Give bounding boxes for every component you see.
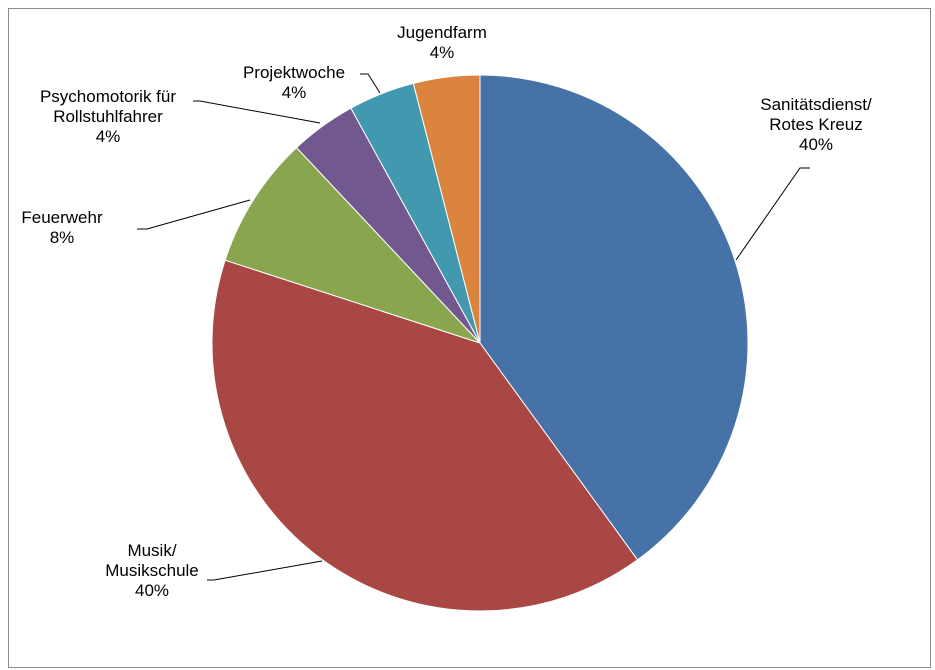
slice-percent-label: 4% xyxy=(96,127,121,146)
data-labels: Sanitätsdienst/Rotes Kreuz 40%Musik/Musik… xyxy=(21,23,872,600)
slice-label: Projektwoche 4% xyxy=(243,63,345,102)
leader-lines xyxy=(137,73,810,581)
slice-label: Sanitätsdienst/Rotes Kreuz 40% xyxy=(760,95,872,154)
slice-label: Musik/Musikschule 40% xyxy=(105,541,199,600)
slice-percent-label: 40% xyxy=(135,581,169,600)
pie-slice xyxy=(224,146,481,344)
pie-slices xyxy=(211,74,749,612)
slice-label: Feuerwehr 8% xyxy=(21,208,103,247)
leader-line xyxy=(207,560,323,581)
slice-percent-label: 4% xyxy=(430,43,455,62)
leader-line xyxy=(193,100,321,124)
pie-slice xyxy=(211,259,639,612)
slice-label: Jugendfarm 4% xyxy=(397,23,487,62)
slice-name-label: Feuerwehr xyxy=(21,208,103,227)
leader-line xyxy=(137,199,251,230)
slice-percent-label: 40% xyxy=(799,135,833,154)
leader-line xyxy=(360,73,381,94)
leader-line xyxy=(735,167,810,261)
slice-name-label: Jugendfarm xyxy=(397,23,487,42)
slice-name-label: Projektwoche xyxy=(243,63,345,82)
slice-name-label: Musikschule xyxy=(105,561,199,580)
slice-name-label: Musik/ xyxy=(127,541,176,560)
slice-percent-label: 4% xyxy=(282,83,307,102)
pie-slice xyxy=(412,74,481,344)
slice-label: Psychomotorik für Rollstuhlfahrer 4% xyxy=(40,87,176,146)
slice-name-label: Psychomotorik für xyxy=(40,87,176,106)
slice-name-label: Rollstuhlfahrer xyxy=(53,107,163,126)
slice-name-label: Sanitätsdienst/ xyxy=(760,95,872,114)
pie-slice xyxy=(479,74,749,561)
slice-name-label: Rotes Kreuz xyxy=(769,115,863,134)
slice-percent-label: 8% xyxy=(50,228,75,247)
